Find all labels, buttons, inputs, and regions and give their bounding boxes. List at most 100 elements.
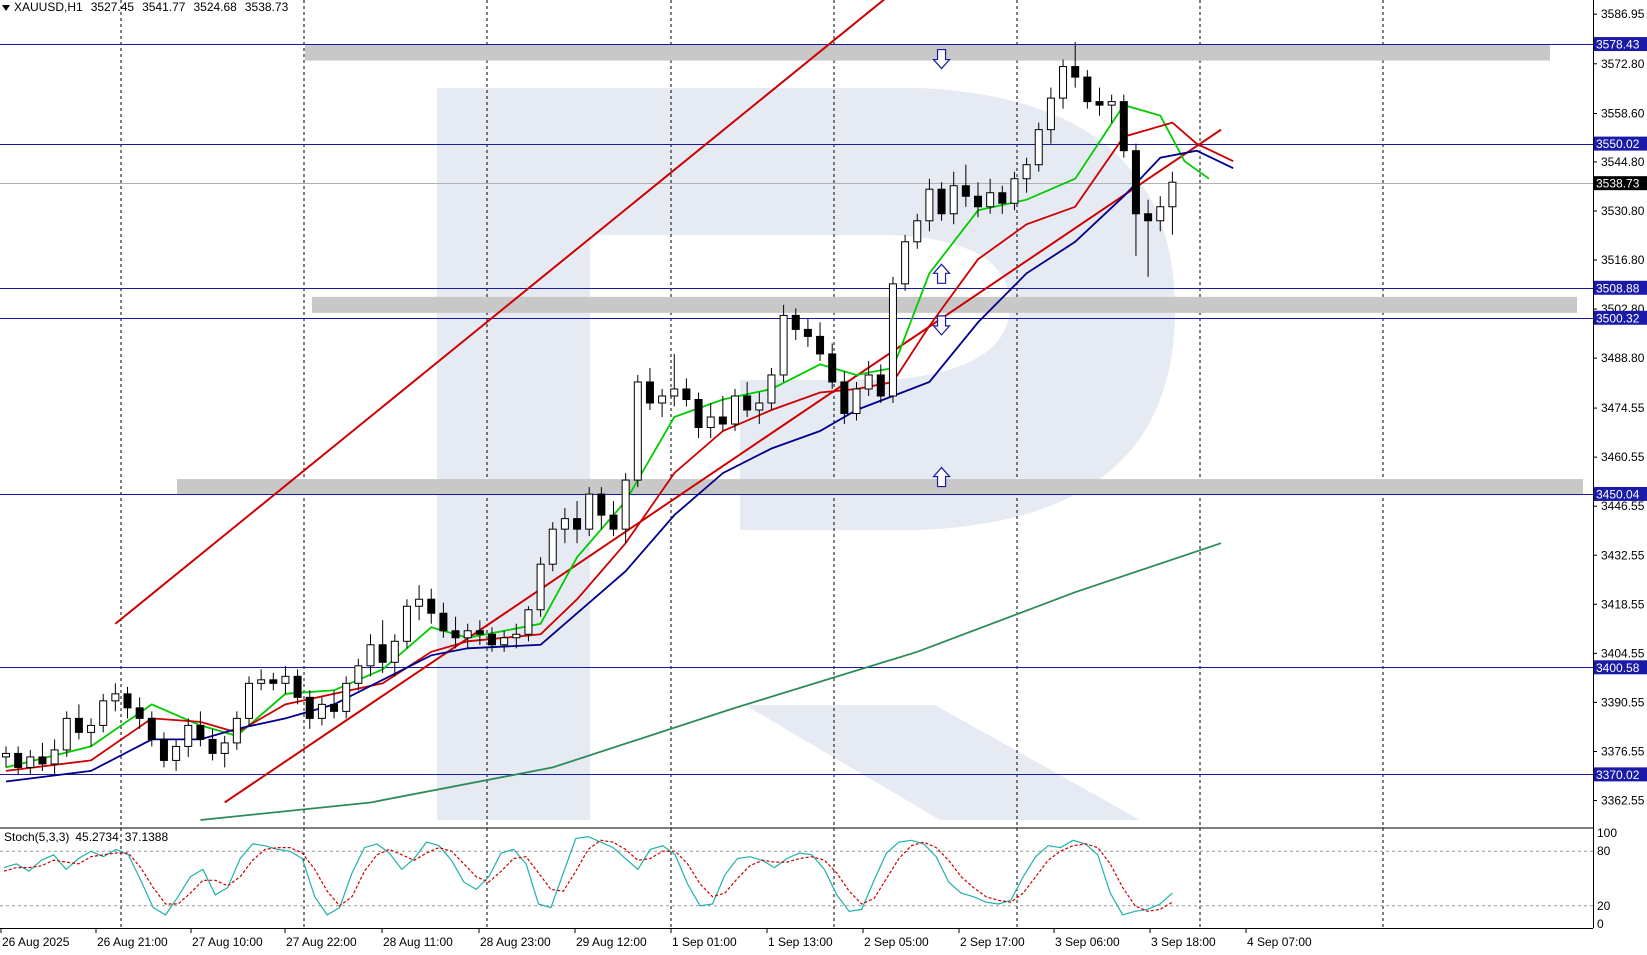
- candle: [597, 487, 606, 530]
- y-tick-label: 3558.60: [1601, 107, 1645, 121]
- candle-body: [50, 749, 59, 765]
- candle: [232, 711, 241, 750]
- candle-body: [1010, 178, 1019, 204]
- candle: [961, 164, 970, 207]
- candle-body: [1034, 129, 1043, 166]
- candle: [317, 697, 326, 726]
- candle-body: [670, 388, 679, 397]
- current-price-tag: [1594, 176, 1647, 191]
- candle: [208, 728, 217, 761]
- current-price-tag-label: 3538.73: [1596, 177, 1640, 191]
- candle: [1119, 94, 1128, 158]
- price-tags: 3578.43 3550.02 3508.88 3500.32 3450.04 3400.…: [1594, 37, 1647, 782]
- x-tick-label: 2 Sep 17:00: [960, 935, 1025, 949]
- candle: [463, 623, 472, 649]
- arrow-down-icon: [932, 315, 951, 336]
- price-axis: 3586.95 3572.80 3558.60 3544.80 3530.80 3516.…: [1593, 7, 1645, 931]
- stoch-main-value: 45.2734: [75, 830, 119, 844]
- candle: [779, 304, 788, 382]
- candle: [390, 634, 399, 677]
- zone-rect: [177, 479, 1583, 496]
- candle-body: [135, 707, 144, 719]
- y-tick-label: 3390.55: [1601, 695, 1645, 709]
- candle-body: [767, 374, 776, 404]
- y-tick-label: 3432.55: [1601, 548, 1645, 562]
- candle: [305, 690, 314, 729]
- candle: [840, 371, 849, 425]
- candle: [427, 588, 436, 624]
- level-tag: [1594, 486, 1647, 501]
- y-tick-label: 3516.80: [1601, 253, 1645, 267]
- y-tick-label: 3488.80: [1601, 351, 1645, 365]
- candle-body: [998, 192, 1007, 204]
- candle: [621, 473, 630, 544]
- stochastic-panel: [0, 827, 1593, 916]
- watermark-logo: [437, 88, 1175, 820]
- candle-body: [645, 381, 654, 404]
- candle: [281, 665, 290, 694]
- direction-arrows: [932, 48, 951, 488]
- candle: [354, 658, 363, 691]
- candle-body: [1144, 213, 1153, 222]
- arrow-up-icon: [932, 263, 951, 284]
- candle-body: [1022, 164, 1031, 180]
- candle-body: [439, 612, 448, 632]
- level-tag: [1594, 660, 1647, 675]
- candle-body: [597, 493, 606, 516]
- candle-body: [305, 696, 314, 719]
- candle-body: [159, 738, 168, 761]
- candle-body: [488, 633, 496, 646]
- candle: [658, 388, 667, 418]
- candle-body: [743, 395, 752, 411]
- candle: [524, 606, 533, 642]
- candle: [573, 501, 582, 544]
- candle: [645, 367, 654, 410]
- low-value: 3524.68: [193, 0, 237, 14]
- candle: [1095, 87, 1104, 116]
- candle: [62, 711, 71, 757]
- y-tick-label: 3376.55: [1601, 744, 1645, 758]
- candle: [1107, 94, 1116, 123]
- x-tick-label: 29 Aug 12:00: [576, 935, 647, 949]
- candle: [2, 746, 10, 768]
- candle-body: [99, 700, 108, 726]
- candle: [147, 711, 156, 747]
- x-tick-label: 4 Sep 07:00: [1247, 935, 1312, 949]
- candle: [378, 620, 387, 673]
- candle-body: [317, 703, 326, 719]
- candle: [913, 213, 922, 249]
- level-tag: [1594, 136, 1647, 151]
- x-tick-label: 28 Aug 11:00: [383, 935, 453, 949]
- candle-body: [463, 630, 472, 639]
- x-tick-label: 3 Sep 06:00: [1055, 935, 1120, 949]
- candle-body: [475, 630, 484, 635]
- candle-body: [184, 724, 193, 747]
- candle-body: [1119, 101, 1128, 152]
- x-tick-label: 2 Sep 05:00: [864, 935, 929, 949]
- candle: [925, 178, 934, 232]
- candle-body: [38, 756, 47, 765]
- x-tick-label: 26 Aug 2025: [2, 935, 70, 949]
- x-tick-label: 27 Aug 10:00: [192, 935, 263, 949]
- level-tag-label: 3400.58: [1596, 661, 1640, 675]
- candle-body: [1131, 150, 1140, 215]
- candle: [803, 318, 812, 347]
- candle-body: [888, 283, 897, 397]
- candle: [1156, 196, 1165, 232]
- candle: [743, 381, 752, 418]
- candle: [1083, 70, 1092, 109]
- candle: [864, 360, 873, 396]
- level-tag: [1594, 37, 1647, 52]
- candle-body: [852, 388, 861, 415]
- candle: [1071, 42, 1080, 88]
- candle-body: [585, 493, 594, 530]
- candle-body: [14, 752, 23, 768]
- y-tick-label: 3362.55: [1601, 794, 1645, 808]
- stoch-y-tick-label: 80: [1597, 844, 1611, 858]
- candle: [123, 686, 132, 719]
- candle: [718, 395, 727, 432]
- candle: [366, 634, 375, 677]
- dropdown-triangle-icon[interactable]: [2, 4, 10, 11]
- candle-body: [74, 717, 83, 733]
